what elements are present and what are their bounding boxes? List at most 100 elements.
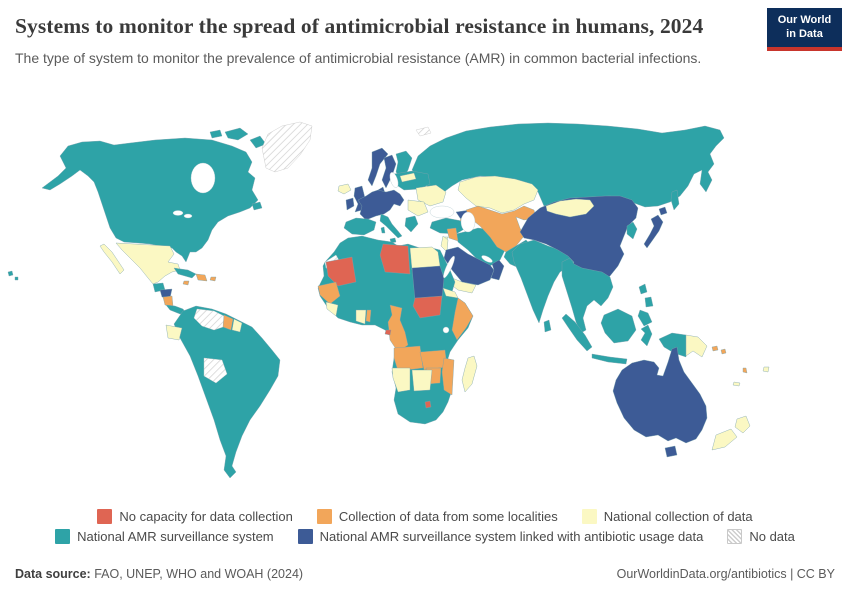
region-tasmania[interactable] [664, 445, 678, 458]
region-lesotho[interactable] [424, 400, 432, 409]
region-sakhalin[interactable] [670, 189, 680, 211]
region-puerto-rico[interactable] [209, 276, 217, 282]
region-ecuador[interactable] [165, 324, 183, 341]
legend-item-no-capacity[interactable]: No capacity for data collection [97, 509, 293, 524]
region-philippines[interactable] [644, 296, 654, 308]
region-egypt[interactable] [409, 246, 441, 271]
region-canada-arctic[interactable] [209, 129, 223, 139]
region-angola[interactable] [393, 345, 424, 372]
region-sri-lanka[interactable] [543, 319, 552, 333]
region-philippines[interactable] [638, 283, 648, 295]
region-venezuela[interactable] [193, 308, 227, 331]
region-java[interactable] [591, 353, 628, 365]
region-mauritania[interactable] [325, 256, 357, 287]
owid-logo-line2: in Data [786, 27, 823, 40]
region-namibia[interactable] [391, 367, 411, 393]
region-iberia[interactable] [343, 217, 377, 236]
region-japan[interactable] [643, 214, 664, 249]
region-iceland[interactable] [337, 183, 352, 195]
region-western-europe[interactable] [357, 189, 405, 221]
region-central-asia[interactable] [465, 205, 537, 253]
region-greece[interactable] [404, 215, 419, 233]
region-madagascar[interactable] [461, 355, 478, 393]
data-source: Data source: FAO, UNEP, WHO and WOAH (20… [15, 567, 303, 581]
hudson-bay [190, 162, 216, 194]
region-norway[interactable] [367, 147, 389, 187]
footer-link[interactable]: OurWorldinData.org/antibiotics | CC BY [616, 567, 835, 581]
region-kazakhstan[interactable] [457, 175, 539, 214]
region-south-america[interactable] [173, 305, 281, 479]
region-syria[interactable] [446, 227, 459, 242]
region-china[interactable] [519, 195, 639, 285]
region-vanuatu[interactable] [742, 367, 748, 374]
data-source-text: FAO, UNEP, WHO and WOAH (2024) [90, 567, 304, 581]
region-togo[interactable] [365, 309, 372, 323]
region-svalbard[interactable] [415, 126, 432, 137]
region-romania-balkans[interactable] [407, 199, 429, 217]
region-hispaniola[interactable] [195, 273, 208, 282]
region-japan-hokkaido[interactable] [658, 206, 668, 216]
map-legend: No capacity for data collection Collecti… [0, 509, 850, 549]
region-libya[interactable] [379, 243, 411, 275]
legend-item-some-localities[interactable]: Collection of data from some localities [316, 509, 558, 524]
region-south-sudan[interactable] [412, 295, 443, 319]
region-baltics[interactable] [399, 172, 417, 183]
region-philippines[interactable] [637, 309, 653, 327]
region-sierra-leone-liberia[interactable] [325, 301, 339, 317]
region-cuba[interactable] [173, 267, 197, 279]
region-guyana[interactable] [222, 314, 234, 331]
region-botswana[interactable] [411, 369, 433, 392]
region-bolivia[interactable] [203, 357, 228, 384]
region-nicaragua[interactable] [162, 295, 174, 307]
region-suriname[interactable] [231, 318, 243, 333]
region-sudan[interactable] [411, 265, 445, 301]
region-hawaii[interactable] [7, 270, 14, 277]
legend-item-national-collection[interactable]: National collection of data [581, 509, 753, 524]
region-ireland[interactable] [345, 197, 355, 211]
region-new-zealand-north[interactable] [734, 415, 751, 434]
region-papua-new-guinea[interactable] [685, 334, 708, 358]
region-solomon-islands[interactable] [711, 345, 719, 352]
region-russia[interactable] [411, 122, 725, 208]
region-italy[interactable] [379, 213, 403, 239]
region-oman[interactable] [490, 259, 505, 281]
region-sumatra[interactable] [561, 313, 593, 352]
region-australia[interactable] [612, 346, 708, 444]
region-ukraine[interactable] [415, 184, 447, 207]
region-canada-arctic[interactable] [224, 127, 249, 141]
region-fiji[interactable] [762, 366, 770, 373]
legend-item-surveillance-with-usage[interactable]: National AMR surveillance system linked … [297, 529, 703, 544]
region-sweden[interactable] [381, 154, 397, 189]
legend-item-no-data[interactable]: No data [727, 529, 795, 544]
region-solomon-islands[interactable] [720, 348, 727, 355]
legend-swatch-some-localities [316, 509, 332, 524]
region-equatorial-guinea[interactable] [384, 329, 392, 336]
legend-swatch-surveillance-with-usage [297, 529, 313, 544]
legend-item-national-surveillance[interactable]: National AMR surveillance system [55, 529, 274, 544]
owid-logo[interactable]: Our World in Data [767, 8, 842, 51]
region-mongolia[interactable] [545, 198, 595, 218]
region-borneo[interactable] [600, 308, 637, 344]
region-turkey[interactable] [429, 217, 467, 235]
region-canada-united-states[interactable] [41, 137, 259, 263]
region-mozambique[interactable] [441, 357, 455, 396]
region-sulawesi[interactable] [640, 324, 653, 347]
region-southeast-asia[interactable] [561, 257, 614, 334]
region-papua-indonesia[interactable] [658, 332, 687, 358]
lake-victoria [442, 326, 450, 334]
region-mexico[interactable] [99, 243, 125, 275]
region-senegal-guinea[interactable] [317, 281, 341, 305]
data-source-label: Data source: [15, 567, 91, 581]
region-sardinia[interactable] [380, 226, 386, 234]
region-greenland[interactable] [261, 121, 313, 173]
region-new-caledonia[interactable] [732, 381, 741, 387]
region-mexico[interactable] [115, 242, 181, 285]
region-ghana[interactable] [355, 309, 367, 325]
region-jamaica[interactable] [182, 280, 190, 286]
region-newfoundland[interactable] [251, 201, 263, 211]
region-new-zealand-south[interactable] [711, 428, 738, 451]
region-korea[interactable] [626, 221, 638, 240]
region-somalia[interactable] [451, 297, 474, 341]
region-hawaii[interactable] [14, 276, 19, 281]
persian-gulf [481, 255, 493, 263]
